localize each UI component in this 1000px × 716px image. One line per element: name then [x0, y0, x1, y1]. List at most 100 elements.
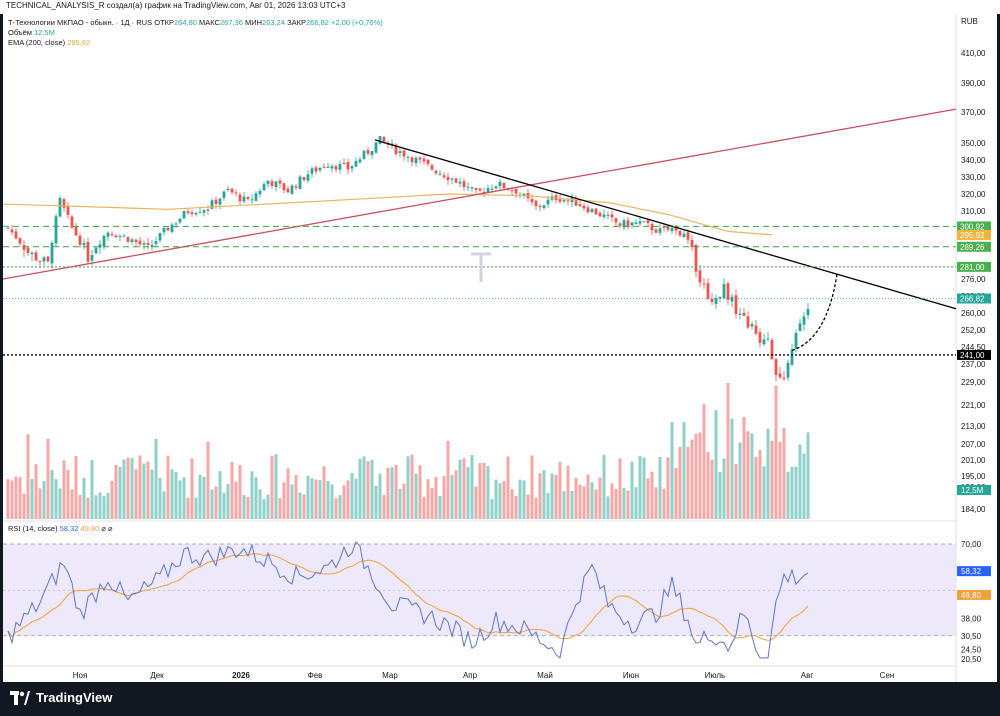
volume-bar: [218, 471, 222, 519]
candle-body: [82, 242, 86, 246]
candle-body: [254, 193, 258, 201]
volume-bar: [54, 479, 58, 519]
level-price-text: 289,26: [960, 243, 985, 252]
candle-body: [766, 338, 770, 340]
chart-canvas[interactable]: 410,00 390,00 370,00 350,00 340,00 330,00 320,…: [3, 14, 997, 682]
candle-body: [778, 373, 782, 378]
rsi-tick-label: 38,00: [961, 614, 982, 623]
candle-body: [202, 210, 206, 213]
candle-body: [398, 151, 402, 154]
volume-bar: [582, 486, 586, 519]
volume-bar: [46, 438, 50, 519]
candle-body: [622, 220, 626, 228]
time-tick-label: 2026: [232, 671, 250, 680]
price-tick-label: 340,00: [961, 156, 986, 165]
volume-bar: [178, 480, 182, 519]
volume-bar: [134, 469, 138, 519]
volume-bar: [206, 441, 210, 519]
volume-bar: [550, 473, 554, 519]
rsi-ma-badge: [957, 589, 991, 600]
volume-bar: [750, 433, 754, 519]
time-tick-label: Апр: [463, 671, 478, 680]
candle-body: [258, 190, 262, 195]
volume-bar: [402, 483, 406, 519]
candle-body: [758, 332, 762, 343]
volume-bar: [22, 493, 26, 519]
candle-body: [510, 190, 514, 192]
price-tick-label: 310,00: [961, 207, 986, 216]
volume-bar: [558, 461, 562, 519]
time-tick-label: Авг: [801, 671, 814, 680]
candle-body: [438, 173, 442, 175]
volume-bar: [438, 495, 442, 519]
candle-body: [86, 241, 90, 262]
candle-body: [346, 162, 350, 170]
time-tick-label: Фев: [308, 671, 323, 680]
volume-bar: [494, 479, 498, 519]
candle-body: [738, 313, 742, 315]
volume-bar: [554, 474, 558, 519]
candle-body: [30, 252, 34, 255]
candle-body: [590, 208, 594, 213]
candle-body: [38, 261, 42, 263]
volume-bar: [186, 497, 190, 519]
volume-bar: [514, 495, 518, 519]
volume-bar: [510, 489, 514, 519]
level-price-text: 300,92: [960, 222, 985, 231]
volume-bar: [290, 484, 294, 519]
candle-body: [630, 222, 634, 226]
ema-200-line: [3, 193, 773, 236]
volume-bar: [618, 458, 622, 519]
candle-body: [770, 339, 774, 360]
volume-bar: [478, 463, 482, 519]
volume-bar: [314, 479, 318, 519]
candle-body: [242, 196, 246, 202]
candle-body: [50, 242, 54, 264]
rsi-ma-badge-text: 49,80: [961, 591, 982, 600]
volume-bar: [26, 434, 30, 519]
candle-body: [362, 150, 366, 159]
candle-body: [130, 239, 134, 242]
candle-body: [430, 165, 434, 170]
volume-bar: [774, 385, 778, 519]
volume-bar: [578, 484, 582, 519]
volume-bar: [654, 487, 658, 519]
candle-body: [414, 157, 418, 164]
candle-body: [598, 212, 602, 217]
candle-body: [90, 255, 94, 261]
volume-bar: [754, 456, 758, 519]
volume-bar: [258, 489, 262, 519]
candle-body: [278, 180, 282, 184]
candle-body: [726, 283, 730, 300]
price-tick-label: 229,00: [961, 378, 986, 387]
candle-body: [326, 166, 330, 168]
volume-bar: [770, 440, 774, 519]
volume-bar: [610, 483, 614, 519]
volume-bar: [226, 483, 230, 519]
candle-body: [422, 158, 426, 162]
volume-bar: [794, 466, 798, 519]
volume-bar: [726, 382, 730, 519]
candle-body: [382, 137, 386, 142]
candle-body: [154, 241, 158, 244]
candle-body: [706, 283, 710, 299]
price-tick-label: 370,00: [961, 108, 986, 117]
volume-bar: [450, 475, 454, 519]
candle-body: [502, 183, 506, 189]
candle-body: [654, 229, 658, 233]
volume-bar: [698, 432, 702, 519]
candle-body: [594, 208, 598, 215]
volume-bar: [462, 458, 466, 519]
candle-body: [106, 232, 110, 237]
candle-body: [18, 238, 22, 244]
candle-body: [798, 323, 802, 332]
candle-body: [118, 235, 122, 237]
candle-body: [290, 185, 294, 194]
level-price-badge: [957, 241, 991, 252]
volume-bar: [62, 460, 66, 519]
volume-bar: [138, 455, 142, 519]
volume-bar: [210, 489, 214, 519]
volume-bar: [170, 469, 174, 519]
candle-body: [714, 298, 718, 305]
tradingview-logo[interactable]: TradingView: [10, 690, 112, 705]
